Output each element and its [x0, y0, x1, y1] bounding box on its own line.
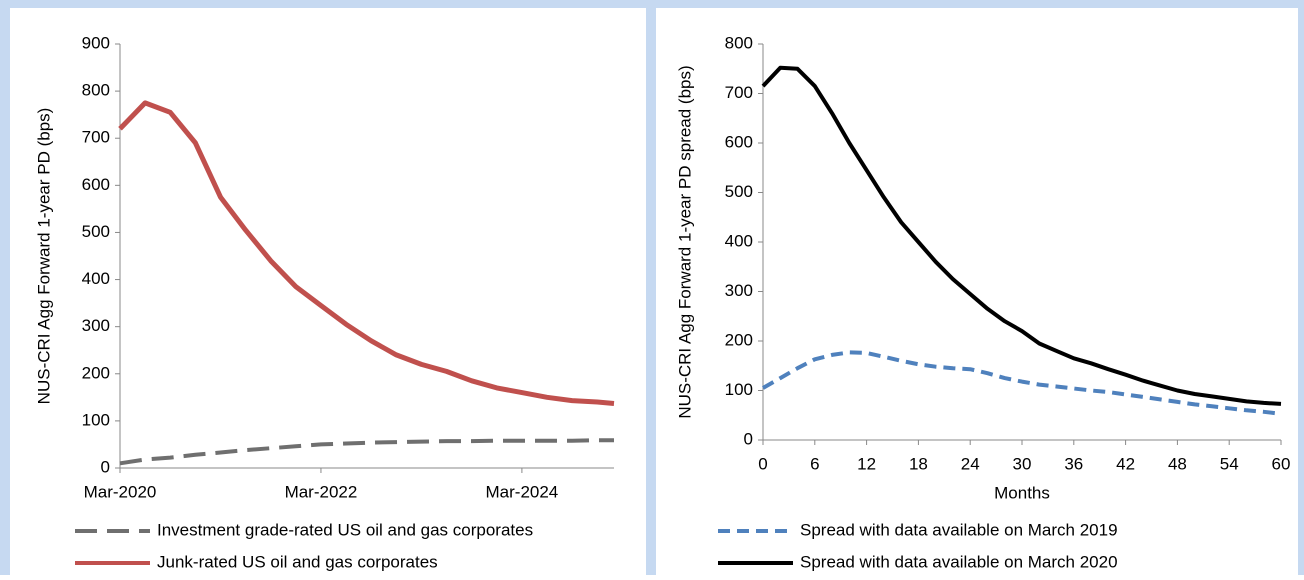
- y-tick-label: 700: [725, 83, 753, 102]
- y-tick-label: 200: [82, 363, 110, 382]
- x-tick-label: 12: [857, 454, 876, 473]
- x-tick-label: 60: [1272, 454, 1291, 473]
- x-tick-label: 54: [1220, 454, 1239, 473]
- x-tick-label: 36: [1064, 454, 1083, 473]
- y-axis-label: NUS-CRI Agg Forward 1-year PD spread (bp…: [675, 65, 694, 418]
- x-tick-label: 24: [961, 454, 980, 473]
- x-tick-label: 30: [1013, 454, 1032, 473]
- y-tick-label: 100: [82, 410, 110, 429]
- series-line: [761, 65, 1282, 406]
- y-tick-label: 400: [82, 269, 110, 288]
- y-tick-label: 900: [82, 33, 110, 52]
- y-tick-label: 100: [725, 380, 753, 399]
- y-tick-label: 0: [744, 429, 753, 448]
- legend-label: Spread with data available on March 2019: [800, 520, 1118, 539]
- y-tick-label: 800: [725, 33, 753, 52]
- y-tick-label: 300: [82, 316, 110, 335]
- legend-label: Spread with data available on March 2020: [800, 552, 1118, 571]
- y-tick-label: 500: [725, 182, 753, 201]
- y-tick-label: 400: [725, 231, 753, 250]
- series-line: [118, 100, 615, 406]
- x-tick-label: Mar-2020: [84, 482, 157, 501]
- x-tick-label: 0: [758, 454, 767, 473]
- x-tick-label: Mar-2024: [486, 482, 559, 501]
- legend-label: Junk-rated US oil and gas corporates: [157, 552, 438, 571]
- y-tick-label: 600: [725, 132, 753, 151]
- series-line: [762, 350, 1282, 416]
- y-tick-label: 0: [101, 457, 110, 476]
- y-tick-label: 200: [725, 330, 753, 349]
- x-tick-label: Mar-2022: [285, 482, 358, 501]
- y-tick-label: 300: [725, 281, 753, 300]
- legend-label: Investment grade-rated US oil and gas co…: [157, 520, 533, 539]
- x-tick-label: 42: [1116, 454, 1135, 473]
- y-axis-label: NUS-CRI Agg Forward 1-year PD (bps): [34, 108, 53, 405]
- left-panel: [10, 8, 646, 575]
- y-tick-label: 800: [82, 81, 110, 100]
- y-tick-label: 500: [82, 222, 110, 241]
- x-axis-label: Months: [994, 483, 1050, 502]
- y-tick-label: 600: [82, 175, 110, 194]
- series-line: [119, 438, 614, 466]
- x-tick-label: 18: [909, 454, 928, 473]
- y-tick-label: 700: [82, 128, 110, 147]
- x-tick-label: 6: [810, 454, 819, 473]
- x-tick-label: 48: [1168, 454, 1187, 473]
